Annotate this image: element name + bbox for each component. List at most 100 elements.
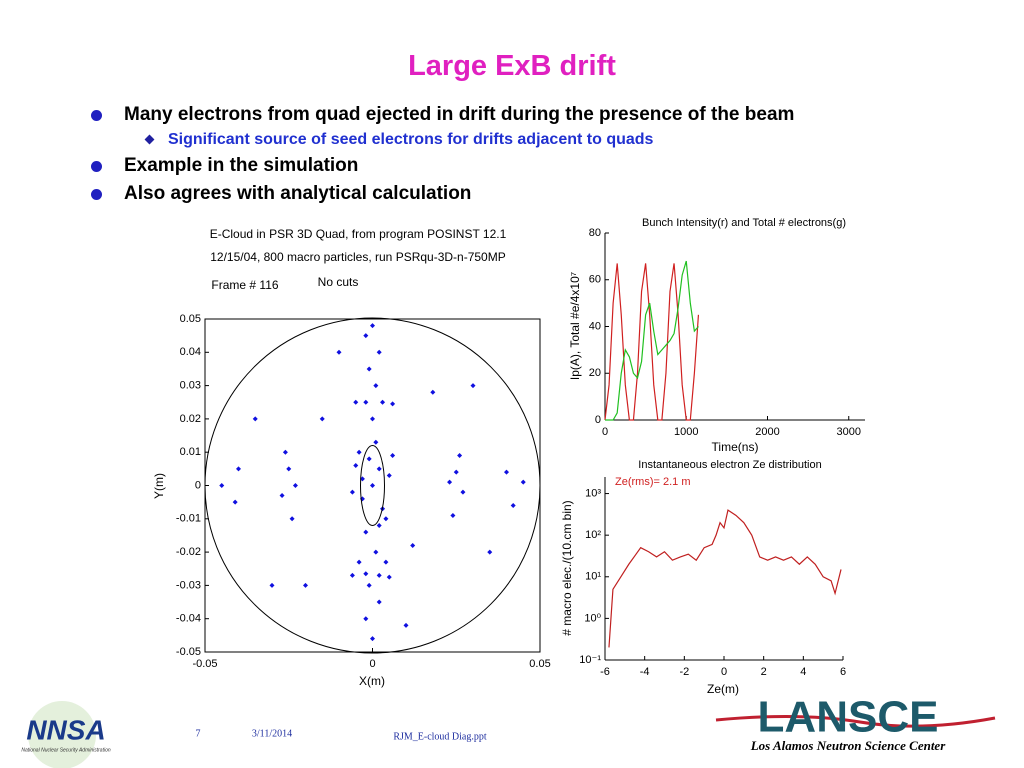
x-tick-label: 0 xyxy=(602,426,608,438)
point xyxy=(373,383,379,389)
point xyxy=(460,489,466,495)
point xyxy=(403,622,409,628)
annotation: Ze(rms)= 2.1 m xyxy=(615,476,690,488)
sub-bullet: Significant source of seed electrons for… xyxy=(168,131,654,148)
point xyxy=(373,439,379,445)
chart-title: E-Cloud in PSR 3D Quad, from program POS… xyxy=(210,227,507,241)
point xyxy=(376,466,382,472)
point xyxy=(487,549,493,555)
y-tick-label: 0 xyxy=(195,479,201,491)
y-tick-label: 10⁰ xyxy=(584,612,601,624)
logo-backdrop xyxy=(28,701,96,768)
y-axis-label: Y(m) xyxy=(152,473,166,499)
logo-swoosh xyxy=(715,714,996,728)
logo-left: NNSA xyxy=(26,714,105,745)
point xyxy=(386,473,392,479)
x-tick-label: 2000 xyxy=(755,426,779,438)
x-tick-label: -6 xyxy=(600,666,610,678)
y-tick-label: 0.01 xyxy=(180,446,201,458)
y-tick-label: 0.04 xyxy=(180,346,201,358)
logo-right-caption: Los Alamos Neutron Science Center xyxy=(750,738,946,753)
x-tick-label: 4 xyxy=(800,666,806,678)
y-tick-label: 0.02 xyxy=(180,413,201,425)
point xyxy=(356,559,362,565)
point xyxy=(366,582,372,588)
y-tick-label: 10¹ xyxy=(585,571,601,583)
point xyxy=(370,636,375,642)
footer-date: 3/11/2014 xyxy=(252,728,292,739)
y-axis-label: # macro elec./(10.cm bin) xyxy=(560,500,574,635)
point xyxy=(376,349,382,355)
y-tick-label: 40 xyxy=(589,320,601,332)
point xyxy=(366,366,372,372)
x-tick-label: 3000 xyxy=(837,426,861,438)
x-tick-label: -4 xyxy=(640,666,650,678)
point xyxy=(410,542,416,548)
y-tick-label: 20 xyxy=(589,367,601,379)
point xyxy=(336,349,342,355)
point xyxy=(219,483,225,488)
x-tick-label: -2 xyxy=(679,666,689,678)
x-tick-label: 2 xyxy=(761,666,767,678)
point xyxy=(279,492,285,498)
point xyxy=(453,469,459,475)
x-tick-label: 6 xyxy=(840,666,846,678)
y-tick-label: -0.03 xyxy=(176,579,201,591)
point xyxy=(386,574,392,580)
y-axis-label: Ip(A), Total #e/4x10⁷ xyxy=(568,272,582,380)
point xyxy=(236,466,241,472)
y-tick-label: 10² xyxy=(585,529,601,541)
x-axis-label: X(m) xyxy=(359,674,385,688)
point xyxy=(376,572,382,578)
series-line xyxy=(604,263,700,421)
point xyxy=(363,333,369,339)
series-line xyxy=(605,260,699,421)
x-tick-label: 1000 xyxy=(674,426,698,438)
point xyxy=(370,483,375,488)
bullet: Many electrons from quad ejected in drif… xyxy=(90,104,795,125)
point xyxy=(370,323,375,329)
y-tick-label: 0.03 xyxy=(180,380,201,392)
chart-title: Instantaneous electron Ze distribution xyxy=(638,459,821,471)
x-tick-label: 0 xyxy=(369,658,375,670)
point xyxy=(353,399,359,405)
point xyxy=(366,456,372,462)
point xyxy=(373,549,379,555)
point xyxy=(363,571,369,577)
footer-file: RJM_E-cloud Diag.ppt xyxy=(393,731,487,742)
slide-title: Large ExB drift xyxy=(408,50,616,82)
y-tick-label: 10⁻¹ xyxy=(579,654,601,666)
beam-outline xyxy=(360,445,385,526)
point xyxy=(520,479,526,485)
x-axis-label: Ze(m) xyxy=(707,682,739,696)
point xyxy=(349,489,355,495)
x-axis-label: Time(ns) xyxy=(712,440,759,454)
point xyxy=(232,499,238,505)
annotation: No cuts xyxy=(318,275,359,289)
point xyxy=(286,466,292,472)
point xyxy=(376,522,382,528)
chart-title: Bunch Intensity(r) and Total # electrons… xyxy=(642,217,846,229)
chamber-wall xyxy=(204,317,541,654)
y-tick-label: -0.05 xyxy=(176,646,201,658)
point xyxy=(363,399,369,405)
y-tick-label: 0 xyxy=(595,414,601,426)
point xyxy=(470,383,476,389)
y-tick-label: 0.05 xyxy=(180,313,201,325)
point xyxy=(447,479,453,485)
bullet: Example in the simulation xyxy=(90,155,359,176)
point xyxy=(510,502,516,508)
point xyxy=(289,516,295,522)
logo-right: LANSCE xyxy=(758,693,939,742)
point xyxy=(457,453,463,459)
chart-subtitle: 12/15/04, 800 macro particles, run PSRqu… xyxy=(210,250,505,264)
point xyxy=(353,463,359,469)
point xyxy=(356,449,362,455)
point xyxy=(390,453,396,459)
x-tick-label: 0.05 xyxy=(529,658,550,670)
point xyxy=(269,582,275,588)
point xyxy=(504,469,509,475)
point xyxy=(363,616,369,622)
y-tick-label: 80 xyxy=(589,227,601,239)
